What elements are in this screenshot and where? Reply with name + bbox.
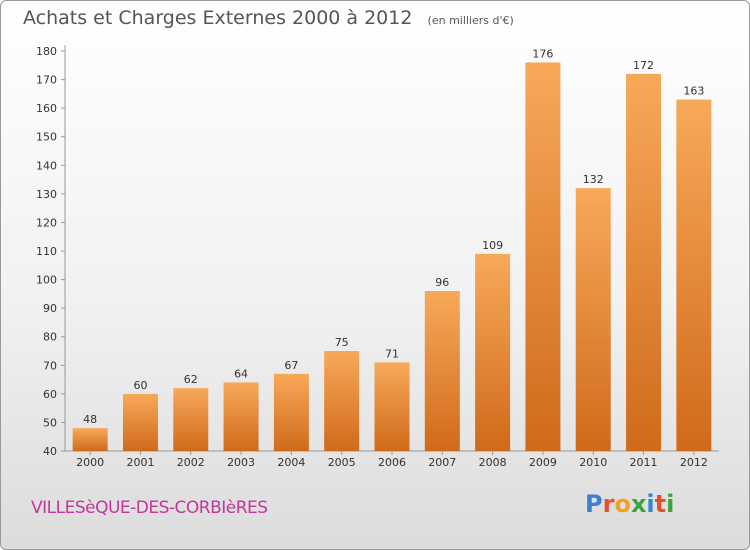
logo-letter: r	[602, 490, 615, 518]
x-tick-label: 2003	[227, 456, 255, 469]
y-tick-label: 180	[36, 45, 57, 58]
bar-2010	[575, 188, 611, 451]
bar-value-label: 71	[385, 347, 399, 360]
bar-value-label: 48	[83, 413, 97, 426]
y-tick-label: 110	[36, 245, 57, 258]
y-tick-label: 170	[36, 74, 57, 87]
bar-2006	[374, 362, 410, 451]
y-tick-label: 130	[36, 188, 57, 201]
bar-value-label: 67	[284, 359, 298, 372]
y-axis: 40 50 60 70 80 90 100 110 120 130 140 150 160 170 180	[36, 45, 66, 458]
x-tick-label: 2001	[126, 456, 154, 469]
bar-value-label: 132	[583, 173, 604, 186]
y-tick-label: 50	[43, 416, 57, 429]
x-tick-label: 2005	[328, 456, 356, 469]
x-axis: 2000 2001 2002 2003 2004 2005 2006 2007 2008 2009…	[65, 450, 719, 469]
chart-title: Achats et Charges Externes 2000 à 2012	[23, 7, 413, 29]
bar-value-label: 109	[482, 239, 503, 252]
bar-value-label: 75	[335, 336, 349, 349]
bar-value-label: 62	[184, 373, 198, 386]
x-tick-label: 2007	[428, 456, 456, 469]
x-tick-label: 2012	[680, 456, 708, 469]
y-tick-label: 60	[43, 388, 57, 401]
y-tick-label: 90	[43, 302, 57, 315]
logo-letter: i	[646, 490, 655, 518]
title-row: Achats et Charges Externes 2000 à 2012 (…	[23, 7, 514, 29]
logo-letter: x	[630, 490, 647, 518]
bar-value-label: 176	[532, 47, 553, 60]
bar-value-label: 96	[435, 276, 449, 289]
x-tick-label: 2011	[630, 456, 658, 469]
bar-2002	[173, 388, 209, 451]
bar-2012	[676, 99, 712, 452]
y-tick-label: 80	[43, 331, 57, 344]
logo-letter: o	[614, 490, 631, 518]
bar-2011	[626, 73, 662, 451]
bar-value-label: 60	[133, 379, 147, 392]
proxiti-logo: Proxiti	[585, 490, 674, 518]
chart-subtitle: (en milliers d'€)	[427, 14, 514, 27]
logo-letter: t	[654, 490, 667, 518]
bar-2000	[72, 428, 108, 451]
x-tick-label: 2002	[177, 456, 205, 469]
bar-2001	[122, 393, 158, 451]
bar-2008	[475, 253, 511, 451]
bar-2003	[223, 382, 259, 451]
commune-name: VILLESèQUE-DES-CORBIèRES	[31, 498, 268, 518]
y-tick-label: 140	[36, 159, 57, 172]
y-tick-label: 40	[43, 445, 57, 458]
bar-value-label: 64	[234, 367, 248, 380]
x-tick-label: 2010	[579, 456, 607, 469]
y-tick-label: 120	[36, 216, 57, 229]
x-tick-label: 2004	[277, 456, 305, 469]
bar-2005	[324, 351, 360, 451]
bar-value-label: 172	[633, 59, 654, 72]
logo-letter: i	[666, 490, 675, 518]
bars: 48 60 62 64 67 75 71 96 109 176 132 172 163	[72, 47, 712, 452]
x-tick-label: 2000	[76, 456, 104, 469]
x-tick-label: 2008	[479, 456, 507, 469]
bar-value-label: 163	[683, 85, 704, 98]
x-tick-label: 2009	[529, 456, 557, 469]
bar-2004	[273, 373, 309, 451]
y-tick-label: 150	[36, 131, 57, 144]
y-tick-label: 70	[43, 359, 57, 372]
logo-letter: P	[585, 490, 603, 518]
x-tick-label: 2006	[378, 456, 406, 469]
y-tick-label: 160	[36, 102, 57, 115]
bar-2007	[424, 291, 460, 451]
y-tick-label: 100	[36, 274, 57, 287]
bar-2009	[525, 62, 561, 452]
